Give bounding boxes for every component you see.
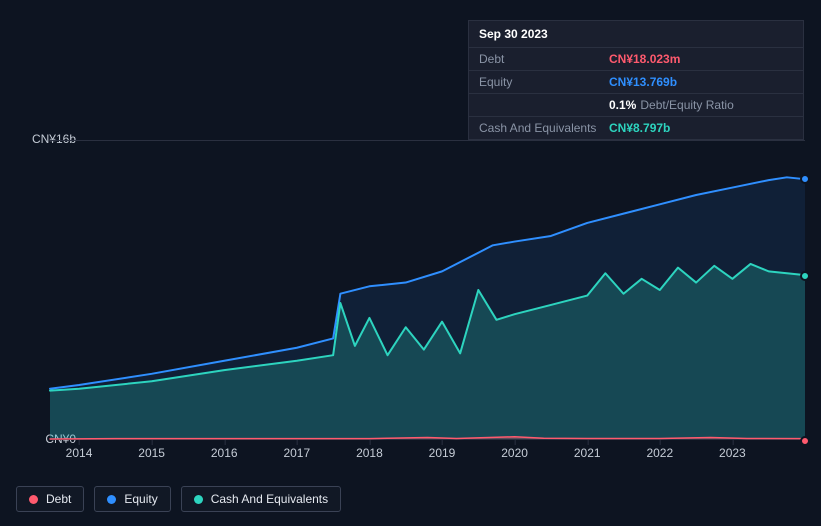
x-tick-label: 2023 bbox=[719, 446, 746, 460]
tooltip-value-equity: CN¥13.769b bbox=[609, 75, 677, 89]
x-tick-label: 2017 bbox=[283, 446, 310, 460]
x-tick-label: 2020 bbox=[501, 446, 528, 460]
cash-end-marker bbox=[800, 271, 810, 281]
tooltip-value-ratio: 0.1% Debt/Equity Ratio bbox=[609, 98, 734, 112]
tooltip-row-equity: Equity CN¥13.769b bbox=[469, 71, 803, 94]
x-tick-label: 2022 bbox=[646, 446, 673, 460]
chart-legend: Debt Equity Cash And Equivalents bbox=[16, 486, 341, 512]
tooltip-ratio-pct: 0.1% bbox=[609, 98, 636, 112]
x-axis: 2014 2015 2016 2017 2018 2019 2020 2021 2022 2023 bbox=[50, 446, 805, 466]
tooltip-date: Sep 30 2023 bbox=[469, 21, 803, 48]
x-tick-label: 2021 bbox=[574, 446, 601, 460]
x-tick-label: 2016 bbox=[211, 446, 238, 460]
tooltip-label-equity: Equity bbox=[479, 75, 609, 89]
tooltip-value-debt: CN¥18.023m bbox=[609, 52, 680, 66]
legend-label: Equity bbox=[124, 492, 157, 506]
x-tick-label: 2019 bbox=[429, 446, 456, 460]
legend-item-equity[interactable]: Equity bbox=[94, 486, 170, 512]
legend-label: Cash And Equivalents bbox=[211, 492, 328, 506]
tooltip-row-debt: Debt CN¥18.023m bbox=[469, 48, 803, 71]
tooltip-row-ratio: 0.1% Debt/Equity Ratio bbox=[469, 94, 803, 117]
legend-swatch-icon bbox=[29, 495, 38, 504]
chart-plot-area[interactable] bbox=[50, 140, 805, 440]
tooltip-label-ratio bbox=[479, 98, 609, 112]
equity-end-marker bbox=[800, 174, 810, 184]
x-tick-label: 2018 bbox=[356, 446, 383, 460]
legend-swatch-icon bbox=[194, 495, 203, 504]
debt-end-marker bbox=[800, 436, 810, 446]
tooltip-ratio-label: Debt/Equity Ratio bbox=[640, 98, 733, 112]
x-tick-label: 2014 bbox=[66, 446, 93, 460]
legend-item-debt[interactable]: Debt bbox=[16, 486, 84, 512]
x-tick-label: 2015 bbox=[138, 446, 165, 460]
chart-svg bbox=[50, 141, 805, 439]
legend-swatch-icon bbox=[107, 495, 116, 504]
legend-item-cash[interactable]: Cash And Equivalents bbox=[181, 486, 341, 512]
legend-label: Debt bbox=[46, 492, 71, 506]
debt-equity-chart[interactable]: CN¥0CN¥16b 20142015201620172018201920202… bbox=[16, 120, 805, 450]
tooltip-label-debt: Debt bbox=[479, 52, 609, 66]
